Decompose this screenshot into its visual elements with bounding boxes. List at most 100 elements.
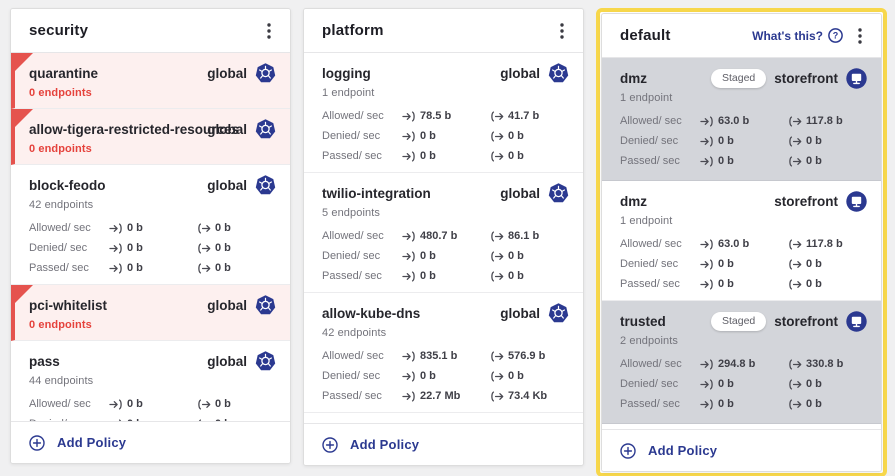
circled-plus-icon [620, 442, 636, 459]
kubernetes-wheel-icon [548, 182, 569, 202]
staged-badge: Staged [710, 311, 767, 331]
tier-column-platform: platform logging global 1 endpoint [303, 8, 584, 466]
stat-row: Denied/ sec 0 b 0 b [29, 414, 276, 421]
tier-header: platform [304, 9, 583, 53]
policy-card-logging[interactable]: logging global 1 endpoint Allowed/ sec 7… [304, 53, 583, 173]
arrow-out-of-bracket-icon [491, 230, 504, 242]
stat-row: Allowed/ sec 0 b 0 b [29, 394, 276, 414]
arrow-into-bracket-icon [109, 262, 122, 274]
policy-name: pci-whitelist [29, 297, 108, 313]
stat-label: Denied/ sec [620, 378, 679, 390]
arrow-out-of-bracket-icon [491, 390, 504, 402]
policy-stats: Allowed/ sec 294.8 b 330.8 b Denied/ sec… [620, 354, 867, 414]
policy-card-dmz[interactable]: dmz Staged storefront 1 endpoint Allowed… [602, 58, 881, 181]
kubernetes-wheel-icon [255, 294, 276, 314]
arrow-out-of-bracket-icon [789, 115, 802, 127]
stat-ingress-value: 0 b [109, 418, 197, 421]
policy-card-trusted[interactable]: trusted Staged storefront 2 endpoints Al… [602, 301, 881, 424]
stat-label: Allowed/ sec [620, 238, 682, 250]
policy-card-pci-whitelist[interactable]: pci-whitelist global 0 endpoints [11, 285, 290, 341]
tier-footer: Add Policy [11, 421, 290, 463]
stat-ingress-value: 0 b [700, 155, 788, 167]
kebab-menu-icon [267, 22, 271, 39]
tier-menu-button[interactable] [260, 22, 278, 40]
policy-name: allow-kube-dns [322, 305, 421, 321]
arrow-into-bracket-icon [700, 378, 713, 390]
policy-stats: Allowed/ sec 835.1 b 576.9 b Denied/ sec… [322, 346, 569, 406]
arrow-into-bracket-icon [402, 150, 415, 162]
stat-egress-value: 0 b [197, 398, 276, 410]
policy-card-block-feodo[interactable]: block-feodo global 42 endpoints Allowed/… [11, 165, 290, 285]
stat-ingress-value: 0 b [109, 398, 197, 410]
kubernetes-wheel-icon [255, 118, 276, 138]
arrow-into-bracket-icon [113, 418, 122, 421]
stat-egress-value: 0 b [490, 250, 569, 262]
tier-menu-button[interactable] [553, 22, 571, 40]
stat-ingress-value: 0 b [700, 135, 788, 147]
stat-egress-value: 330.8 b [788, 358, 867, 370]
endpoints-count: 1 endpoint [322, 87, 375, 99]
whats-this-link[interactable]: What's this? ? [752, 28, 843, 43]
arrow-out-of-bracket-icon [789, 258, 802, 270]
stat-egress-value: 0 b [197, 262, 276, 274]
policy-name: allow-tigera-restricted-resources [29, 121, 240, 137]
stat-label: Denied/ sec [322, 130, 381, 142]
tier-menu-button[interactable] [851, 27, 869, 45]
arrow-into-bracket-icon [700, 115, 713, 127]
stat-label: Passed/ sec [322, 150, 382, 162]
add-policy-button[interactable]: Add Policy [620, 442, 717, 459]
policy-card-quarantine[interactable]: quarantine global 0 endpoints [11, 53, 290, 109]
endpoints-count: 0 endpoints [29, 87, 92, 99]
stat-egress-value: 117.8 b [788, 238, 867, 250]
policy-card-dmz[interactable]: dmz storefront 1 endpoint Allowed/ sec 6… [602, 181, 881, 301]
arrow-into-bracket-icon [402, 250, 415, 262]
policy-card-allow-tigera-restricted-resources[interactable]: allow-tigera-restricted-resources global… [11, 109, 290, 165]
policy-card-allow-kube-dns[interactable]: allow-kube-dns global 42 endpoints Allow… [304, 293, 583, 413]
kubernetes-wheel-icon [255, 174, 276, 194]
stat-row: Denied/ sec 0 b 0 b [620, 131, 867, 151]
policy-title-row: pass global [29, 350, 276, 372]
policy-scope-label: storefront [774, 313, 838, 329]
stat-egress-value: 0 b [788, 135, 867, 147]
policy-title-row: block-feodo global [29, 174, 276, 196]
arrow-into-bracket-icon [402, 110, 415, 122]
arrow-into-bracket-icon [109, 242, 122, 254]
policy-card-trusted[interactable]: trusted storefront [602, 424, 881, 429]
policy-card-twilio-integration[interactable]: twilio-integration global 5 endpoints Al… [304, 173, 583, 293]
stat-egress-value: 0 b [197, 242, 276, 254]
add-policy-button[interactable]: Add Policy [322, 436, 419, 453]
endpoints-count: 2 endpoints [620, 335, 678, 347]
monitor-icon [846, 310, 867, 332]
stat-egress-value: 73.4 Kb [490, 390, 569, 402]
arrow-out-of-bracket-icon [491, 130, 504, 142]
stat-egress-value: 0 b [197, 418, 276, 421]
stat-row: Passed/ sec 0 b 0 b [620, 274, 867, 294]
policy-stats: Allowed/ sec 0 b 0 b Denied/ sec 0 b 0 b… [29, 218, 276, 278]
arrow-into-bracket-icon [700, 258, 713, 270]
arrow-out-of-bracket-icon [491, 350, 504, 362]
add-policy-button[interactable]: Add Policy [29, 434, 126, 451]
stat-row: Denied/ sec 0 b 0 b [322, 366, 569, 386]
kubernetes-wheel-icon [255, 62, 276, 82]
monitor-icon [846, 190, 867, 212]
arrow-into-bracket-icon [700, 238, 713, 250]
stat-row: Passed/ sec 0 b 0 b [322, 266, 569, 286]
endpoints-count: 42 endpoints [29, 199, 94, 211]
policy-stats: Allowed/ sec 63.0 b 117.8 b Denied/ sec … [620, 234, 867, 294]
tier-column-default: default What's this? ? dmz Staged storef… [601, 13, 882, 472]
stat-ingress-value: 0 b [109, 262, 197, 274]
policy-name: pass [29, 353, 60, 369]
policy-card-pass[interactable]: pass global 44 endpoints Allowed/ sec 0 … [11, 341, 290, 421]
tier-footer: Add Policy [304, 423, 583, 465]
policy-stats: Allowed/ sec 63.0 b 117.8 b Denied/ sec … [620, 111, 867, 171]
policy-stats: Allowed/ sec 0 b 0 b Denied/ sec 0 b 0 b… [29, 394, 276, 421]
arrow-out-of-bracket-icon [491, 370, 504, 382]
arrow-out-of-bracket-icon [198, 262, 211, 274]
kebab-menu-icon [560, 22, 564, 39]
policy-name: dmz [620, 193, 647, 209]
stat-ingress-value: 63.0 b [700, 115, 788, 127]
arrow-into-bracket-icon [402, 370, 415, 382]
stat-row: Allowed/ sec 835.1 b 576.9 b [322, 346, 569, 366]
stat-label: Denied/ sec [29, 418, 109, 421]
stat-egress-value: 0 b [788, 278, 867, 290]
